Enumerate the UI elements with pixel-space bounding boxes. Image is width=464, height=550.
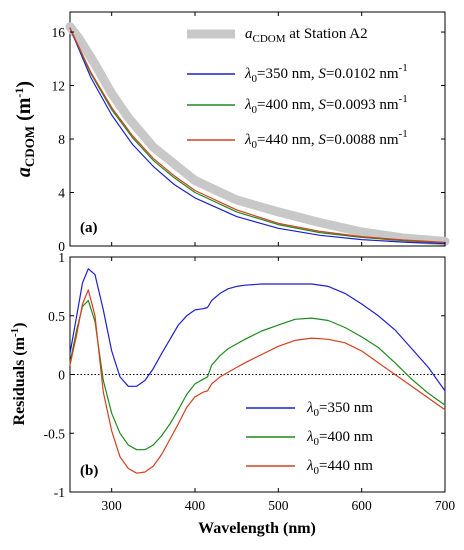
x-tick-label: 700 (435, 498, 456, 513)
legend-entry-1: λ0=350 nm (306, 400, 373, 419)
x-tick-label: 300 (102, 498, 123, 513)
legend-entry-3: λ0=400 nm, S=0.0093 nm-1 (244, 93, 408, 116)
series-line-1 (69, 268, 446, 392)
legend-entry-2: λ0=350 nm, S=0.0102 nm-1 (244, 62, 408, 85)
panel-b-legend: λ0=350 nm λ0=400 nm λ0=440 nm (246, 400, 373, 477)
y-tick-label: -0.5 (44, 426, 66, 441)
panel-b: 300 400 500 600 700 -1 -0.5 0 0.5 1 λ0=350 nm λ0=4… (9, 250, 455, 537)
legend-entry-1: aCDOM at Station A2 (245, 26, 368, 45)
x-tick-label: 400 (185, 498, 206, 513)
y-tick-label: 8 (58, 132, 65, 147)
series-line-1 (65, 22, 450, 246)
y-tick-label: 0 (58, 368, 65, 383)
series-line-3 (69, 289, 446, 474)
y-tick-label: 0 (58, 239, 65, 254)
panel-b-series (69, 268, 446, 474)
panel-a-label: (a) (80, 220, 98, 236)
panel-a-legend: aCDOM at Station A2 λ0=350 nm, S=0.0102 n… (187, 26, 408, 151)
series-line-2 (69, 299, 446, 451)
panel-a-ylabel: aCDOM (m-1) (12, 81, 37, 177)
x-tick-label: 600 (352, 498, 373, 513)
y-tick-label: 16 (52, 25, 66, 40)
x-tick-label: 500 (268, 498, 289, 513)
legend-entry-4: λ0=440 nm, S=0.0088 nm-1 (244, 128, 408, 151)
panel-a-frame (69, 11, 446, 247)
panel-b-ticks: 300 400 500 600 700 -1 -0.5 0 0.5 1 (44, 250, 456, 513)
panel-a-series (65, 22, 450, 246)
y-tick-label: 1 (58, 250, 65, 265)
y-tick-label: -1 (54, 485, 65, 500)
panel-a: 0 4 8 12 16 aCDOM at Station A2 λ0=350 nm, S=… (12, 11, 450, 254)
legend-entry-3: λ0=440 nm (306, 458, 373, 477)
y-tick-label: 0.5 (48, 309, 65, 324)
panel-b-ylabel: Residuals (m-1) (9, 323, 28, 426)
series-line-4 (69, 27, 446, 243)
series-line-3 (69, 27, 446, 244)
panel-a-ticks: 0 4 8 12 16 (52, 12, 446, 254)
panel-b-label: (b) (80, 463, 98, 479)
x-axis-label: Wavelength (nm) (198, 520, 316, 537)
legend-entry-2: λ0=400 nm (306, 429, 373, 448)
series-line-2 (69, 27, 446, 245)
y-tick-label: 4 (58, 186, 65, 201)
y-tick-label: 12 (52, 79, 66, 94)
